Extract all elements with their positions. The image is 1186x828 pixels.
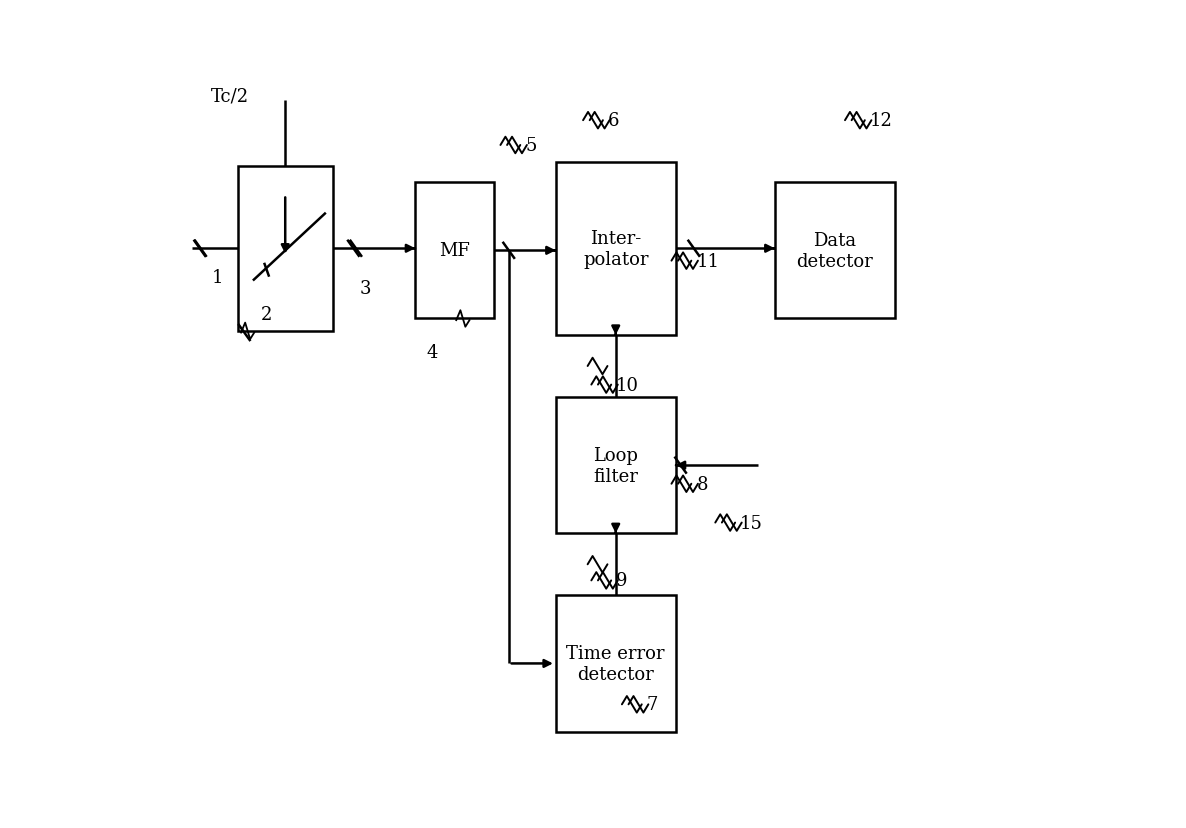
Text: Inter-
polator: Inter- polator (584, 229, 649, 268)
FancyBboxPatch shape (556, 595, 676, 732)
Text: 4: 4 (426, 343, 438, 361)
Text: Data
detector: Data detector (796, 232, 873, 271)
Text: 12: 12 (869, 112, 893, 130)
FancyBboxPatch shape (237, 166, 333, 331)
FancyBboxPatch shape (415, 183, 493, 319)
Text: Tc/2: Tc/2 (211, 87, 249, 105)
Text: 11: 11 (696, 253, 719, 270)
Text: 8: 8 (696, 475, 708, 493)
Text: 2: 2 (261, 306, 273, 324)
FancyBboxPatch shape (774, 183, 894, 319)
Text: 6: 6 (608, 112, 619, 130)
Text: 3: 3 (361, 280, 371, 297)
Text: 10: 10 (617, 376, 639, 394)
Text: 5: 5 (525, 137, 536, 155)
FancyBboxPatch shape (556, 162, 676, 335)
Text: 1: 1 (211, 269, 223, 286)
FancyBboxPatch shape (556, 397, 676, 534)
Text: 7: 7 (646, 696, 658, 714)
Text: Loop
filter: Loop filter (593, 446, 638, 485)
Text: MF: MF (439, 242, 470, 260)
Text: 15: 15 (740, 514, 763, 532)
Text: Time error
detector: Time error detector (567, 644, 665, 683)
Text: 9: 9 (617, 571, 627, 590)
